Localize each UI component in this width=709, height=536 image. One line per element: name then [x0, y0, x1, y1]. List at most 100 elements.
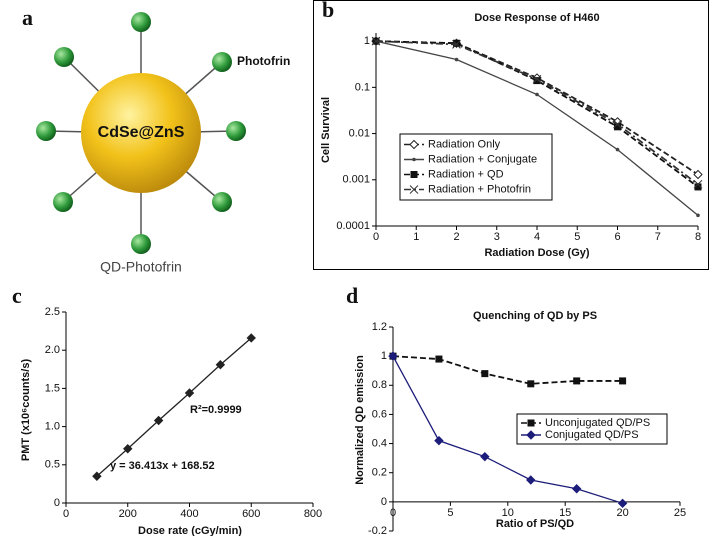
x-tick-label: 0 — [63, 508, 69, 520]
y-tick-label: 0.2 — [372, 467, 387, 479]
x-tick-label: 2 — [453, 231, 459, 243]
y-tick-label: 2.0 — [45, 344, 60, 356]
x-axis-label: Radiation Dose (Gy) — [484, 247, 589, 259]
marker — [480, 451, 490, 462]
marker — [215, 360, 226, 370]
legend-marker — [409, 185, 419, 194]
x-axis-label: Ratio of PS/QD — [496, 518, 574, 530]
chart-title: Quenching of QD by PS — [473, 310, 597, 322]
marker — [696, 213, 700, 218]
marker — [452, 40, 461, 49]
x-tick-label: 200 — [119, 508, 137, 520]
marker — [184, 388, 195, 398]
x-tick-label: 1 — [413, 231, 419, 243]
y-axis-label: Normalized QD emission — [354, 355, 366, 485]
x-tick-label: 20 — [616, 507, 628, 519]
y-axis-label: PMT (x10⁶counts/s) — [20, 359, 32, 462]
y-tick-label: -0.2 — [368, 525, 387, 536]
marker — [614, 123, 621, 131]
marker — [123, 444, 133, 454]
marker — [617, 498, 628, 509]
panel-label: b — [322, 0, 334, 22]
series-line — [392, 355, 623, 385]
series-line — [392, 355, 623, 504]
x-axis-label: Dose rate (cGy/min) — [138, 525, 242, 536]
ligand-label: Photofrin — [237, 54, 290, 68]
marker — [153, 415, 164, 426]
x-tick-label: 400 — [180, 508, 198, 520]
y-tick-label: 1.5 — [45, 382, 60, 394]
y-tick-label: 0.6 — [372, 408, 387, 420]
x-tick-label: 4 — [534, 231, 540, 243]
legend-label: Radiation + Conjugate — [428, 153, 537, 165]
legend-box — [399, 133, 553, 201]
y-tick-label: 2.5 — [45, 306, 60, 318]
panel-label: c — [12, 283, 22, 308]
x-tick-label: 5 — [447, 507, 453, 519]
marker — [694, 183, 702, 191]
x-tick-label: 8 — [695, 231, 701, 243]
marker — [693, 179, 703, 189]
marker — [533, 77, 541, 85]
y-tick-label: 0.5 — [45, 459, 60, 471]
x-tick-label: 3 — [494, 231, 500, 243]
legend-label: Radiation Only — [428, 138, 501, 150]
legend-label: Radiation + Photofrin — [428, 183, 531, 195]
legend-marker — [410, 171, 418, 178]
x-tick-label: 7 — [655, 231, 661, 243]
y-tick-label: 1.0 — [45, 421, 60, 433]
marker — [246, 333, 256, 343]
y-tick-label: 0.001 — [342, 174, 370, 186]
panel-label: d — [346, 283, 358, 308]
marker — [434, 435, 444, 446]
legend-label: Unconjugated QD/PS — [545, 417, 650, 429]
legend-marker — [527, 419, 535, 427]
y-tick-label: 0 — [381, 496, 387, 508]
annotation: R²=0.9999 — [190, 404, 242, 416]
y-tick-label: 0.8 — [372, 379, 387, 391]
x-tick-label: 0 — [373, 231, 379, 243]
marker — [619, 377, 627, 385]
y-tick-label: 0.01 — [349, 127, 370, 139]
y-tick-label: 1 — [364, 35, 370, 47]
series-line — [96, 337, 252, 477]
legend-label: Conjugated QD/PS — [545, 429, 639, 441]
photofrin-molecules — [36, 12, 246, 254]
legend-box — [516, 413, 668, 445]
y-tick-label: 0.0001 — [336, 220, 370, 232]
x-tick-label: 25 — [674, 507, 686, 519]
x-tick-label: 800 — [304, 508, 322, 520]
legend-marker — [409, 139, 419, 150]
legend-marker — [526, 430, 536, 440]
marker — [371, 36, 381, 46]
y-tick-label: 0 — [54, 497, 60, 509]
caption: QD-Photofrin — [100, 259, 182, 275]
y-tick-label: 1 — [381, 350, 387, 362]
marker — [92, 471, 102, 481]
y-tick-label: 0.1 — [355, 81, 370, 93]
marker — [613, 119, 622, 129]
marker — [435, 355, 443, 363]
marker — [571, 484, 582, 494]
marker — [532, 74, 542, 84]
chart-panel: b Dose Response of H460 Radiation Dose (Gy… — [313, 0, 709, 270]
marker — [454, 57, 459, 62]
marker — [481, 370, 489, 378]
marker — [527, 380, 535, 388]
x-tick-label: 6 — [614, 231, 620, 243]
marker — [388, 351, 398, 361]
x-tick-label: 10 — [502, 507, 514, 519]
panel-label: a — [22, 5, 33, 30]
legend-marker — [412, 157, 416, 162]
legend-label: Radiation + QD — [428, 168, 504, 180]
marker — [453, 39, 460, 47]
series-line — [375, 40, 699, 176]
x-tick-label: 600 — [242, 508, 260, 520]
x-tick-label: 0 — [390, 507, 396, 519]
x-tick-label: 15 — [559, 507, 571, 519]
marker — [573, 377, 581, 385]
marker — [615, 147, 620, 152]
y-tick-label: 0.4 — [372, 437, 387, 449]
marker — [693, 169, 703, 180]
